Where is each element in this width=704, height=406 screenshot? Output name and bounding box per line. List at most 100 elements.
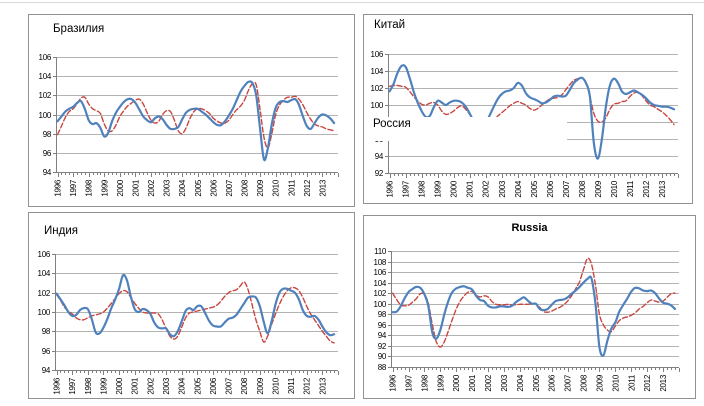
svg-text:92: 92 (375, 169, 384, 178)
svg-text:2008: 2008 (241, 179, 250, 196)
svg-text:2011: 2011 (627, 374, 636, 391)
chart-canvas-india: 94 96 98 100 102 104 106 1996 1997 1998 1999 2000 20… (38, 250, 339, 395)
svg-text:1999: 1999 (100, 179, 109, 196)
svg-text:106: 106 (371, 50, 384, 59)
svg-text:104: 104 (39, 72, 52, 81)
chart-panel-china: Китай 9294969810010210410619961997199819… (363, 14, 693, 204)
svg-text:2011: 2011 (626, 180, 635, 197)
svg-text:106: 106 (38, 250, 51, 259)
svg-text:2001: 2001 (468, 374, 477, 391)
svg-text:1997: 1997 (68, 377, 77, 394)
series-solid-blue-line (55, 273, 336, 338)
series-solid-blue-line (56, 80, 336, 162)
svg-text:100: 100 (39, 111, 52, 120)
svg-text:94: 94 (378, 331, 387, 340)
svg-text:100: 100 (38, 308, 51, 317)
svg-text:100: 100 (371, 101, 384, 110)
svg-text:2002: 2002 (146, 377, 155, 394)
svg-text:1997: 1997 (69, 179, 78, 196)
svg-text:2003: 2003 (162, 377, 171, 394)
svg-text:2010: 2010 (610, 180, 619, 197)
svg-text:1998: 1998 (85, 179, 94, 196)
window-top-edge-rule (0, 2, 704, 3)
svg-text:104: 104 (38, 269, 51, 278)
svg-text:102: 102 (371, 84, 384, 93)
svg-text:2012: 2012 (643, 374, 652, 391)
svg-text:2010: 2010 (272, 179, 281, 196)
svg-text:2008: 2008 (578, 180, 587, 197)
svg-text:2006: 2006 (548, 374, 557, 391)
svg-text:94: 94 (42, 366, 51, 375)
svg-text:98: 98 (42, 327, 51, 336)
svg-text:110: 110 (374, 247, 387, 256)
svg-text:2003: 2003 (500, 374, 509, 391)
svg-text:2008: 2008 (240, 377, 249, 394)
chart-title-brazil: Бразилия (53, 23, 105, 35)
svg-text:2005: 2005 (193, 377, 202, 394)
svg-text:96: 96 (378, 321, 387, 330)
svg-text:2007: 2007 (225, 179, 234, 196)
svg-text:2011: 2011 (287, 377, 296, 394)
svg-text:2009: 2009 (594, 180, 603, 197)
svg-text:100: 100 (374, 300, 387, 309)
svg-text:98: 98 (378, 310, 387, 319)
svg-text:1998: 1998 (84, 377, 93, 394)
svg-text:96: 96 (43, 149, 52, 158)
svg-text:2000: 2000 (116, 179, 125, 196)
svg-text:2004: 2004 (514, 180, 523, 197)
svg-text:2009: 2009 (595, 374, 604, 391)
svg-text:2012: 2012 (303, 377, 312, 394)
svg-text:94: 94 (43, 168, 52, 177)
svg-text:102: 102 (38, 289, 51, 298)
svg-text:106: 106 (374, 268, 387, 277)
svg-text:104: 104 (374, 279, 387, 288)
svg-text:2002: 2002 (484, 374, 493, 391)
svg-text:2007: 2007 (562, 180, 571, 197)
svg-text:90: 90 (378, 352, 387, 361)
russia-overlay-label-box: Россия (366, 117, 567, 141)
chart-title-china: Китай (374, 19, 406, 31)
chart-panel-brazil: Бразилия 94 96 98 100 102 104 106 1996 1997 1998 1… (28, 14, 355, 207)
svg-text:108: 108 (374, 258, 387, 267)
svg-text:2004: 2004 (178, 377, 187, 394)
svg-text:2000: 2000 (450, 180, 459, 197)
svg-text:102: 102 (374, 289, 387, 298)
svg-text:2013: 2013 (659, 374, 668, 391)
svg-text:1999: 1999 (436, 374, 445, 391)
series-solid-blue-line (391, 275, 677, 357)
svg-text:92: 92 (378, 342, 387, 351)
svg-text:1999: 1999 (434, 180, 443, 197)
svg-text:102: 102 (39, 91, 52, 100)
svg-text:94: 94 (375, 152, 384, 161)
svg-text:2010: 2010 (611, 374, 620, 391)
svg-text:1996: 1996 (53, 377, 62, 394)
svg-text:1998: 1998 (418, 180, 427, 197)
svg-text:2009: 2009 (256, 377, 265, 394)
svg-text:2005: 2005 (532, 374, 541, 391)
svg-text:2001: 2001 (131, 179, 140, 196)
svg-text:2010: 2010 (271, 377, 280, 394)
svg-text:1996: 1996 (386, 180, 395, 197)
svg-text:2003: 2003 (163, 179, 172, 196)
svg-text:2009: 2009 (256, 179, 265, 196)
svg-text:104: 104 (371, 67, 384, 76)
svg-text:96: 96 (42, 347, 51, 356)
chart-panel-india: Индия 94 96 98 100 102 104 106 1996 1997 1998 1999… (28, 212, 355, 399)
svg-text:2000: 2000 (452, 374, 461, 391)
svg-text:2004: 2004 (178, 179, 187, 196)
svg-text:2005: 2005 (194, 179, 203, 196)
svg-text:2005: 2005 (530, 180, 539, 197)
series-dashed-red-line (388, 76, 675, 128)
russia-overlay-label: Россия (373, 118, 411, 130)
svg-text:2003: 2003 (498, 180, 507, 197)
svg-text:2001: 2001 (466, 180, 475, 197)
svg-text:2002: 2002 (147, 179, 156, 196)
svg-text:2007: 2007 (564, 374, 573, 391)
svg-text:2013: 2013 (318, 377, 327, 394)
chart-panel-russia: Russia 88 90 92 94 96 98 100 102 104 106 108 110 199… (363, 215, 696, 399)
svg-text:1999: 1999 (99, 377, 108, 394)
svg-text:2000: 2000 (115, 377, 124, 394)
svg-text:2006: 2006 (546, 180, 555, 197)
chart-title-russia: Russia (511, 222, 548, 234)
